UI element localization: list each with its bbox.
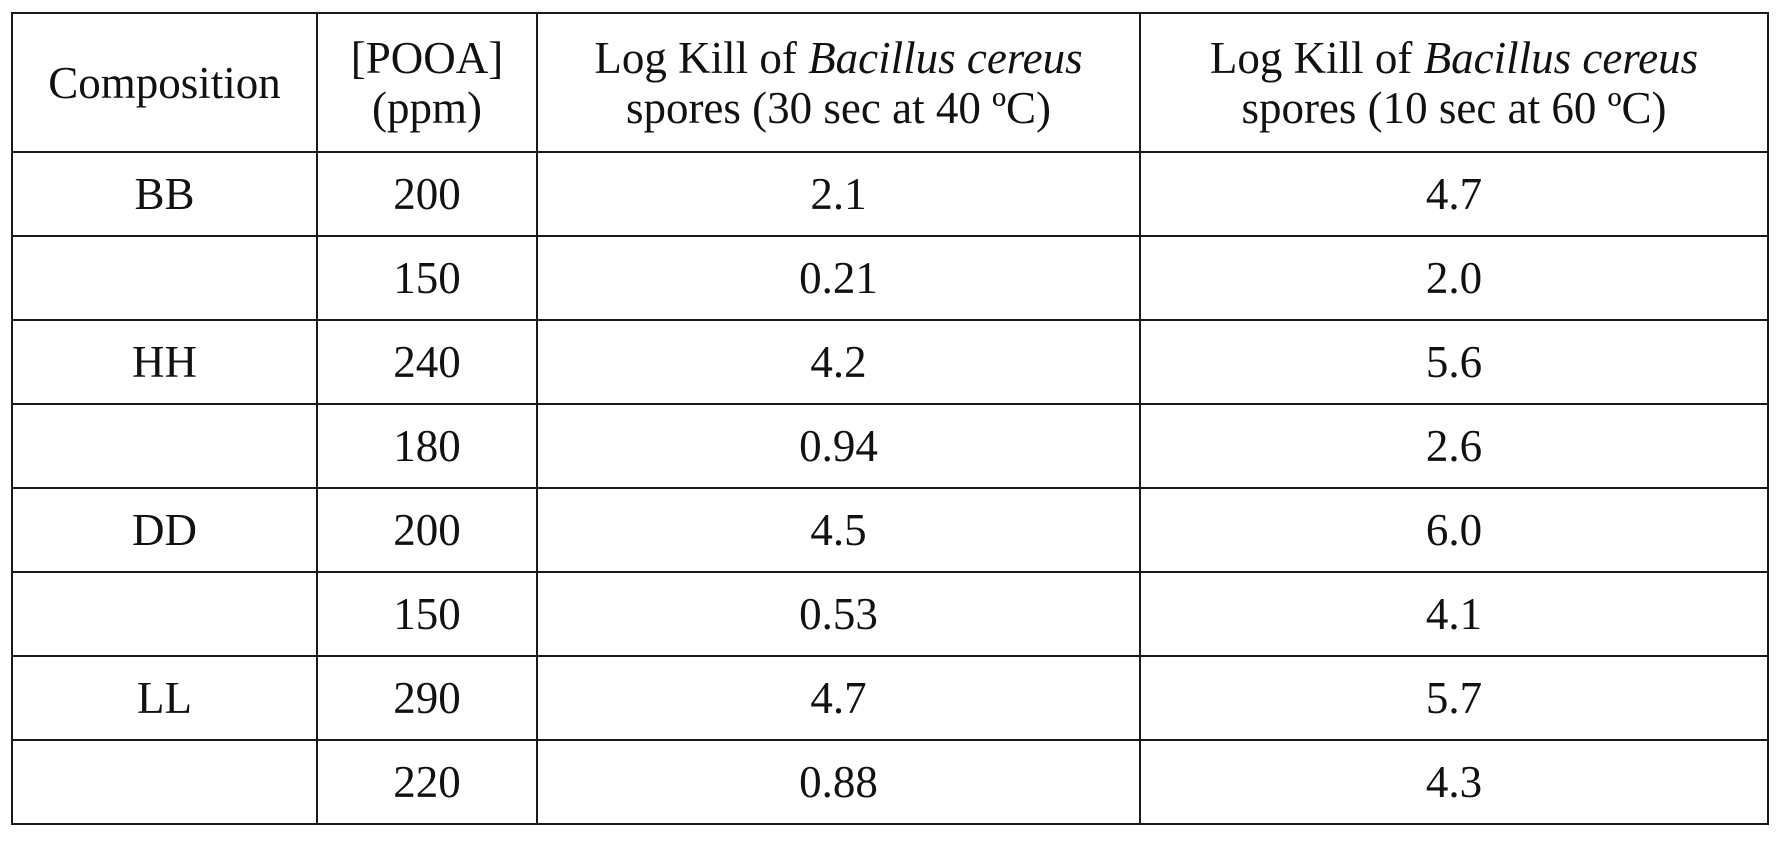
table-row: BB 200 2.1 4.7 <box>11 151 1769 237</box>
composition-cell <box>11 403 318 489</box>
composition-cell: HH <box>11 319 318 405</box>
composition-cell <box>11 235 318 321</box>
table-row: 180 0.94 2.6 <box>11 403 1769 489</box>
header-log-kill-60c-conditions: spores (10 sec at 60 ºC) <box>1241 82 1667 133</box>
header-pooa: [POOA] (ppm) <box>316 12 538 153</box>
log-kill-table: Composition [POOA] (ppm) Log Kill of Bac… <box>11 12 1769 825</box>
table-row: 150 0.21 2.0 <box>11 235 1769 321</box>
pooa-cell: 200 <box>316 487 538 573</box>
log-kill-40c-cell: 0.88 <box>536 739 1141 825</box>
pooa-cell: 240 <box>316 319 538 405</box>
table-row: LL 290 4.7 5.7 <box>11 655 1769 741</box>
log-kill-60c-cell: 6.0 <box>1139 487 1769 573</box>
header-log-kill-60c: Log Kill of Bacillus cereus spores (10 s… <box>1139 12 1769 153</box>
header-composition-label: Composition <box>48 57 281 108</box>
log-kill-60c-cell: 2.0 <box>1139 235 1769 321</box>
pooa-cell: 180 <box>316 403 538 489</box>
composition-cell: DD <box>11 487 318 573</box>
log-kill-40c-cell: 4.2 <box>536 319 1141 405</box>
log-kill-60c-cell: 5.6 <box>1139 319 1769 405</box>
log-kill-40c-cell: 0.94 <box>536 403 1141 489</box>
log-kill-40c-cell: 4.5 <box>536 487 1141 573</box>
log-kill-60c-cell: 4.7 <box>1139 151 1769 237</box>
header-log-kill-60c-species: Bacillus cereus <box>1423 32 1699 83</box>
header-log-kill-40c: Log Kill of Bacillus cereus spores (30 s… <box>536 12 1141 153</box>
header-log-kill-60c-prefix: Log Kill of <box>1209 32 1424 83</box>
header-pooa-line2: (ppm) <box>372 82 482 133</box>
header-log-kill-40c-species: Bacillus cereus <box>808 32 1083 83</box>
pooa-cell: 200 <box>316 151 538 237</box>
pooa-cell: 290 <box>316 655 538 741</box>
table-row: DD 200 4.5 6.0 <box>11 487 1769 573</box>
pooa-cell: 220 <box>316 739 538 825</box>
header-row: Composition [POOA] (ppm) Log Kill of Bac… <box>11 12 1769 153</box>
log-kill-40c-cell: 2.1 <box>536 151 1141 237</box>
header-log-kill-40c-conditions: spores (30 sec at 40 ºC) <box>625 82 1052 133</box>
composition-cell <box>11 739 318 825</box>
composition-cell: BB <box>11 151 318 237</box>
log-kill-60c-cell: 5.7 <box>1139 655 1769 741</box>
log-kill-40c-cell: 0.21 <box>536 235 1141 321</box>
log-kill-60c-cell: 4.1 <box>1139 571 1769 657</box>
header-log-kill-40c-prefix: Log Kill of <box>594 32 809 83</box>
pooa-cell: 150 <box>316 571 538 657</box>
log-kill-60c-cell: 2.6 <box>1139 403 1769 489</box>
pooa-cell: 150 <box>316 235 538 321</box>
header-pooa-line1: [POOA] <box>350 32 504 83</box>
table-row: 220 0.88 4.3 <box>11 739 1769 825</box>
log-kill-40c-cell: 0.53 <box>536 571 1141 657</box>
header-composition: Composition <box>11 12 318 153</box>
log-kill-60c-cell: 4.3 <box>1139 739 1769 825</box>
table-row: 150 0.53 4.1 <box>11 571 1769 657</box>
composition-cell: LL <box>11 655 318 741</box>
composition-cell <box>11 571 318 657</box>
log-kill-40c-cell: 4.7 <box>536 655 1141 741</box>
table-row: HH 240 4.2 5.6 <box>11 319 1769 405</box>
